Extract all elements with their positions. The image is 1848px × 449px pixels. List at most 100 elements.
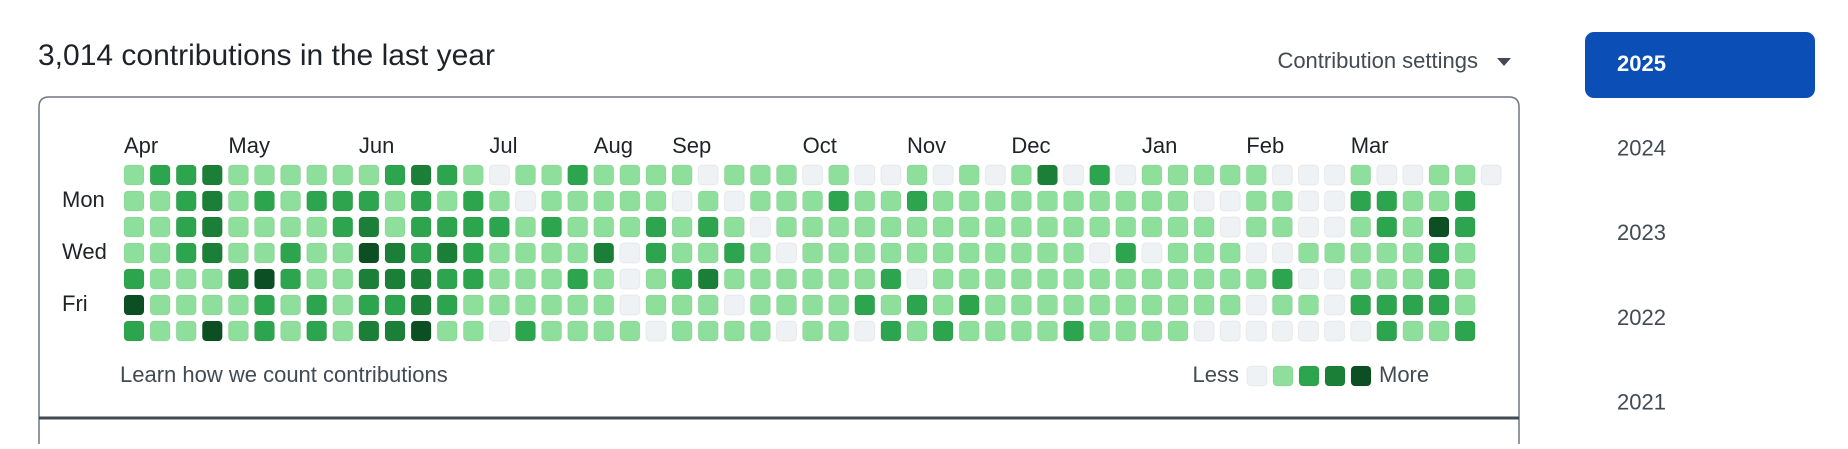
contribution-cell[interactable] xyxy=(1089,242,1111,264)
year-link[interactable]: 2024 xyxy=(1617,136,1666,161)
contribution-cell[interactable] xyxy=(488,164,510,186)
contribution-cell[interactable] xyxy=(802,190,824,212)
contribution-cell[interactable] xyxy=(1219,216,1241,238)
contribution-cell[interactable] xyxy=(619,294,641,316)
contribution-cell[interactable] xyxy=(1298,294,1319,316)
contribution-cell[interactable] xyxy=(1010,242,1032,264)
contribution-cell[interactable] xyxy=(541,294,563,316)
contribution-cell[interactable] xyxy=(776,216,797,238)
contribution-cell[interactable] xyxy=(201,164,223,186)
contribution-cell[interactable] xyxy=(1193,294,1215,316)
contribution-cell[interactable] xyxy=(776,242,797,264)
contribution-cell[interactable] xyxy=(1037,164,1058,186)
contribution-cell[interactable] xyxy=(1245,216,1267,238)
contribution-cell[interactable] xyxy=(1089,320,1111,342)
contribution-cell[interactable] xyxy=(1376,294,1398,316)
contribution-cell[interactable] xyxy=(410,268,432,290)
contribution-cell[interactable] xyxy=(645,190,667,212)
contribution-cell[interactable] xyxy=(671,268,693,290)
contribution-cell[interactable] xyxy=(932,164,954,186)
contribution-cell[interactable] xyxy=(541,320,563,342)
contribution-cell[interactable] xyxy=(958,216,980,238)
contribution-cell[interactable] xyxy=(1402,242,1424,264)
contribution-cell[interactable] xyxy=(1219,268,1241,290)
contribution-cell[interactable] xyxy=(1298,190,1319,212)
contribution-cell[interactable] xyxy=(175,242,197,264)
contribution-cell[interactable] xyxy=(488,294,510,316)
contribution-cell[interactable] xyxy=(854,216,876,238)
contribution-cell[interactable] xyxy=(384,294,406,316)
contribution-cell[interactable] xyxy=(1089,216,1111,238)
contribution-cell[interactable] xyxy=(1428,190,1450,212)
contribution-cell[interactable] xyxy=(1454,164,1476,186)
contribution-cell[interactable] xyxy=(671,190,693,212)
contribution-cell[interactable] xyxy=(880,268,902,290)
contribution-cell[interactable] xyxy=(984,268,1006,290)
contribution-cell[interactable] xyxy=(149,164,171,186)
contribution-cell[interactable] xyxy=(436,190,458,212)
contribution-cell[interactable] xyxy=(123,268,145,290)
contribution-cell[interactable] xyxy=(1063,164,1085,186)
contribution-cell[interactable] xyxy=(906,294,928,316)
contribution-cell[interactable] xyxy=(1428,294,1450,316)
contribution-cell[interactable] xyxy=(749,216,771,238)
contribution-cell[interactable] xyxy=(254,242,275,264)
contribution-cell[interactable] xyxy=(619,242,641,264)
contribution-cell[interactable] xyxy=(697,164,719,186)
contribution-cell[interactable] xyxy=(723,268,745,290)
contribution-cell[interactable] xyxy=(723,190,745,212)
contribution-cell[interactable] xyxy=(1402,216,1424,238)
contribution-cell[interactable] xyxy=(1115,216,1137,238)
year-link[interactable]: 2021 xyxy=(1617,390,1666,415)
contribution-cell[interactable] xyxy=(1402,164,1424,186)
contribution-cell[interactable] xyxy=(1454,190,1476,212)
contribution-cell[interactable] xyxy=(1428,164,1450,186)
contribution-cell[interactable] xyxy=(436,164,458,186)
contribution-cell[interactable] xyxy=(1193,190,1215,212)
contribution-cell[interactable] xyxy=(567,190,589,212)
contribution-cell[interactable] xyxy=(1037,216,1058,238)
contribution-cell[interactable] xyxy=(462,216,484,238)
contribution-cell[interactable] xyxy=(1219,164,1241,186)
contribution-cell[interactable] xyxy=(515,216,536,238)
contribution-cell[interactable] xyxy=(462,242,484,264)
contribution-cell[interactable] xyxy=(1010,216,1032,238)
contribution-cell[interactable] xyxy=(593,320,615,342)
contribution-cell[interactable] xyxy=(1402,294,1424,316)
contribution-cell[interactable] xyxy=(697,268,719,290)
contribution-cell[interactable] xyxy=(854,320,876,342)
contribution-cell[interactable] xyxy=(1324,164,1346,186)
contribution-cell[interactable] xyxy=(1402,320,1424,342)
contribution-cell[interactable] xyxy=(1376,216,1398,238)
contribution-cell[interactable] xyxy=(1141,242,1163,264)
contribution-cell[interactable] xyxy=(436,242,458,264)
contribution-cell[interactable] xyxy=(254,294,275,316)
contribution-cell[interactable] xyxy=(671,242,693,264)
contribution-cell[interactable] xyxy=(593,268,615,290)
contribution-cell[interactable] xyxy=(906,190,928,212)
contribution-cell[interactable] xyxy=(958,190,980,212)
contribution-cell[interactable] xyxy=(306,216,328,238)
contribution-cell[interactable] xyxy=(802,242,824,264)
contribution-cell[interactable] xyxy=(332,242,354,264)
contribution-cell[interactable] xyxy=(1167,164,1189,186)
contribution-cell[interactable] xyxy=(462,294,484,316)
contribution-cell[interactable] xyxy=(280,268,302,290)
contribution-cell[interactable] xyxy=(123,320,145,342)
contribution-cell[interactable] xyxy=(306,294,328,316)
contribution-cell[interactable] xyxy=(1063,294,1085,316)
contribution-cell[interactable] xyxy=(1010,164,1032,186)
contribution-cell[interactable] xyxy=(358,190,380,212)
contribution-cell[interactable] xyxy=(1141,190,1163,212)
contribution-cell[interactable] xyxy=(1037,294,1058,316)
contribution-cell[interactable] xyxy=(749,164,771,186)
contribution-cell[interactable] xyxy=(1141,164,1163,186)
contribution-cell[interactable] xyxy=(1480,164,1502,186)
contribution-cell[interactable] xyxy=(645,294,667,316)
contribution-cell[interactable] xyxy=(332,216,354,238)
contribution-cell[interactable] xyxy=(932,268,954,290)
contribution-cell[interactable] xyxy=(1010,294,1032,316)
contribution-cell[interactable] xyxy=(776,190,797,212)
contribution-cell[interactable] xyxy=(254,320,275,342)
contribution-cell[interactable] xyxy=(984,164,1006,186)
